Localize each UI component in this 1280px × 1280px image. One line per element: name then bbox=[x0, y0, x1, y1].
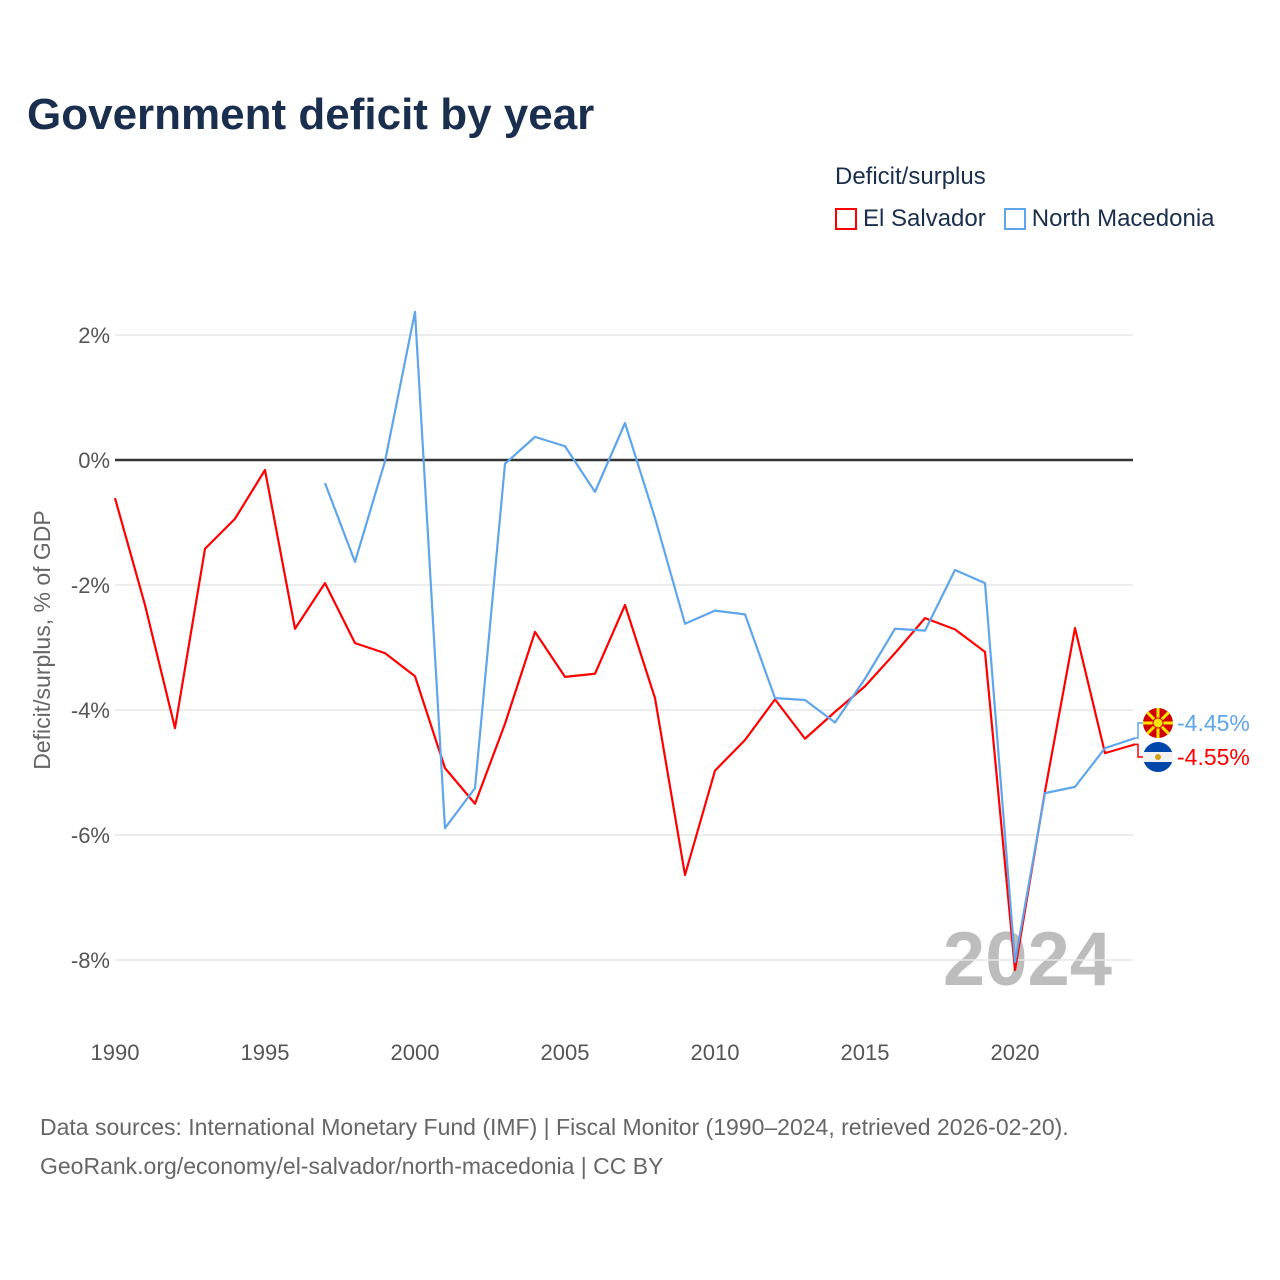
x-tick-label: 2010 bbox=[691, 1040, 740, 1065]
legend-title: Deficit/surplus bbox=[835, 163, 986, 190]
legend-swatch bbox=[1003, 208, 1026, 230]
legend-swatch bbox=[835, 208, 857, 230]
legend: El Salvador North Macedonia bbox=[835, 205, 1215, 233]
legend-item-north-macedonia[interactable]: North Macedonia bbox=[1003, 205, 1215, 233]
legend-label: North Macedonia bbox=[1031, 205, 1215, 232]
source-note: Data sources: International Monetary Fun… bbox=[40, 1108, 1069, 1186]
y-tick-label: 2% bbox=[78, 323, 110, 348]
chart-title: Government deficit by year bbox=[27, 90, 595, 139]
y-tick-label: -2% bbox=[71, 573, 110, 598]
flag-sun bbox=[1152, 717, 1164, 729]
series-line-el-salvador bbox=[113, 468, 1136, 972]
series-line-north-macedonia bbox=[323, 310, 1136, 963]
label-connector bbox=[1133, 743, 1143, 758]
source-line-1: Data sources: International Monetary Fun… bbox=[40, 1114, 1069, 1140]
y-tick-label: -6% bbox=[71, 823, 110, 848]
y-tick-label: -8% bbox=[71, 948, 110, 973]
y-tick-label: 0% bbox=[78, 448, 110, 473]
x-tick-label: 2015 bbox=[841, 1040, 890, 1065]
y-axis-label: Deficit/surplus, % of GDP bbox=[29, 510, 55, 769]
label-connector bbox=[1133, 722, 1143, 739]
x-tick-label: 2020 bbox=[991, 1040, 1040, 1065]
legend-label: El Salvador bbox=[863, 205, 986, 232]
legend-item-el-salvador[interactable]: El Salvador bbox=[835, 205, 986, 233]
end-value-label: -4.55% bbox=[1177, 744, 1250, 770]
x-tick-label: 1995 bbox=[241, 1040, 290, 1065]
y-tick-label: -4% bbox=[71, 698, 110, 723]
source-line-2[interactable]: GeoRank.org/economy/el-salvador/north-ma… bbox=[40, 1153, 664, 1179]
flag-emblem bbox=[1155, 754, 1161, 760]
x-tick-label: 2000 bbox=[391, 1040, 440, 1065]
x-tick-label: 2005 bbox=[541, 1040, 590, 1065]
x-tick-label: 1990 bbox=[91, 1040, 140, 1065]
end-value-label: -4.45% bbox=[1177, 710, 1250, 736]
